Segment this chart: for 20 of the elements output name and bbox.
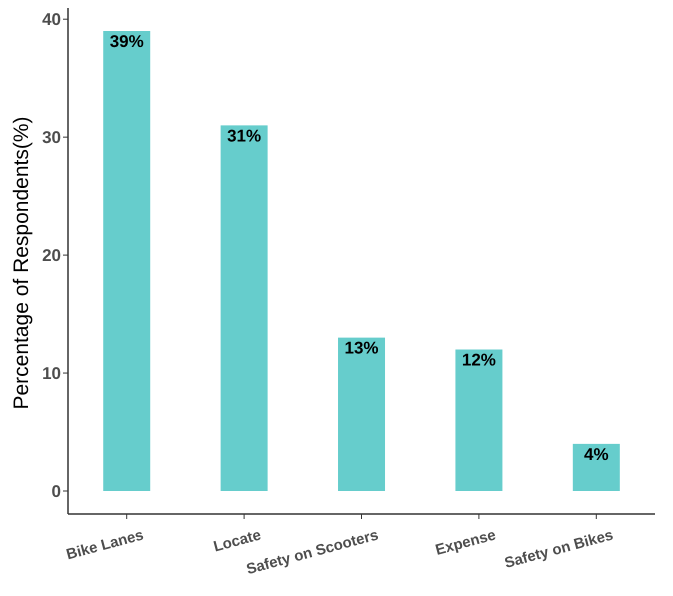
y-axis-title: Percentage of Respondents(%) [10,116,34,410]
bar [338,338,386,491]
data-label: 12% [462,350,496,370]
bar [572,444,620,491]
y-tick-label: 10 [42,364,61,384]
data-label: 31% [227,126,262,146]
data-label: 39% [110,32,144,51]
bar [103,31,150,491]
x-tick-label: Safety on Bikes [502,526,616,572]
bar [455,349,502,491]
y-tick-label: 30 [42,128,61,148]
y-tick-label: 20 [42,246,61,266]
x-tick-label: Bike Lanes [64,526,146,564]
x-tick-label: Locate [212,526,263,556]
bar [220,125,268,491]
y-tick-label: 40 [42,10,61,30]
data-label: 4% [584,444,609,464]
y-tick-label: 0 [52,482,61,502]
x-tick-label: Expense [434,526,498,559]
data-label: 13% [344,338,379,358]
